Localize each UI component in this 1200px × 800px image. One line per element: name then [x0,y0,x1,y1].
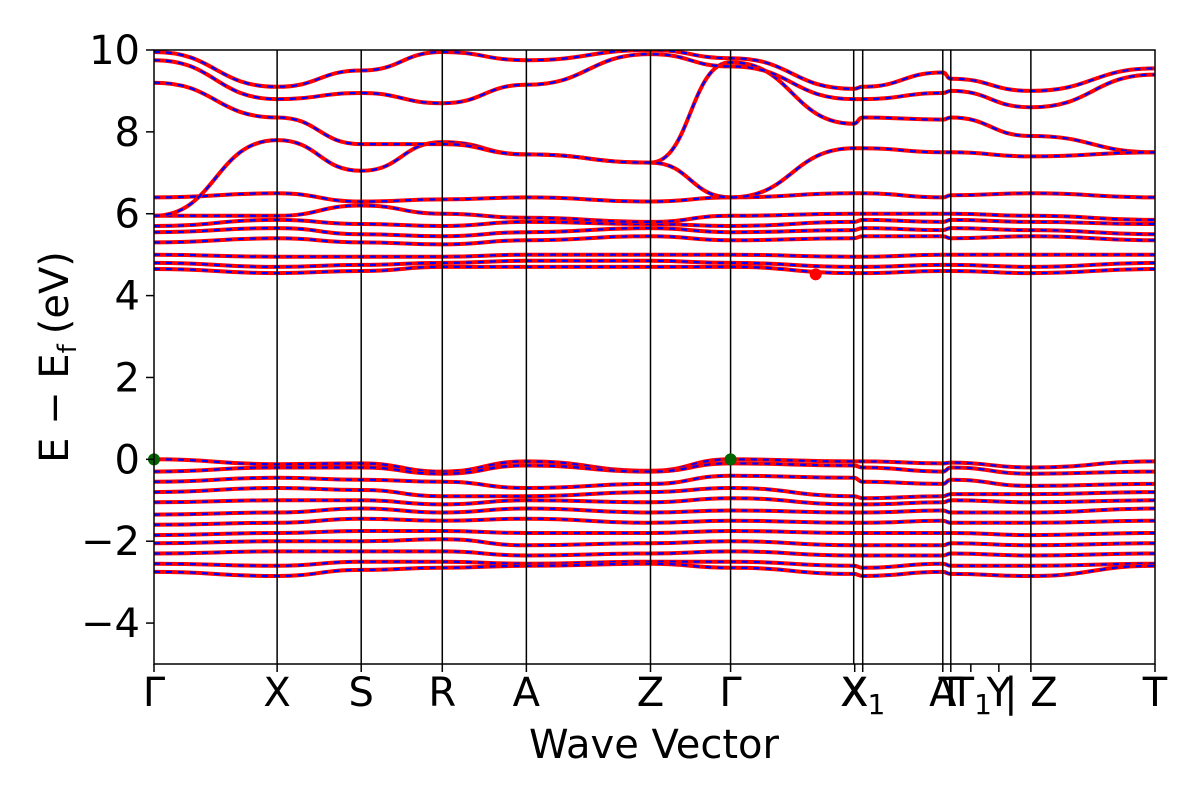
y-tick-label-2: 6 [115,192,140,238]
band-line-dashed-2 [154,474,1155,490]
plot-frame [153,49,1156,665]
x-tick-label-10: T [938,670,964,716]
band-line-22 [154,52,1155,110]
y-tick-label-6: −2 [81,519,140,565]
y-axis-title-unit: (eV) [32,251,78,334]
x-tick-label-11: T1 [949,670,992,721]
y-tick-label-4: 2 [115,355,140,401]
y-axis-title-sub: f [53,343,83,353]
x-axis-title: Wave Vector [529,722,780,768]
kpoint-lines [276,50,1032,664]
band-line-dashed-4 [154,497,1155,506]
band-line-21 [154,80,1155,200]
y-axis-ticks: 10 8 6 4 2 0 −2 −4 [81,28,154,647]
band-line-dashed-0 [154,458,1155,473]
band-line-dashed-21 [154,81,1155,199]
band-line-9 [154,549,1155,558]
x-tick-label-8: X1 [840,670,885,721]
band-line-dashed-16 [154,226,1155,238]
band-line-dashed-23 [154,50,1155,93]
y-tick-label-0: 10 [89,28,140,74]
band-line-dashed-18 [154,204,1155,224]
x-tick-label-2: S [349,670,374,716]
x-tick-label-6: Γ [719,670,742,716]
extrema-markers [148,268,822,466]
y-axis-title-main: E − E [32,353,78,463]
band-line-dashed-13 [154,259,1155,269]
x-tick-label-5: Z [637,670,664,716]
x-tick-label-13: | Z [1004,670,1058,716]
band-line-dashed-17 [154,218,1155,228]
band-line-6 [154,516,1155,527]
x-tick-label-3: R [428,670,456,716]
band-line-15 [154,234,1155,247]
band-line-12 [154,264,1155,276]
band-line-8 [154,537,1155,548]
extremum-marker-1 [724,453,737,466]
x-tick-label-12: Y [986,670,1012,716]
extremum-marker-2 [809,268,822,281]
x-tick-label-9: A [929,670,957,716]
y-axis-title: E − Ef (eV) [32,251,83,463]
x-tick-label-7: X [841,670,868,716]
band-line-14 [154,252,1155,259]
x-tick-label-4: A [513,670,541,716]
band-line-dashed-22 [154,52,1155,109]
band-line-2 [154,473,1155,491]
band-line-5 [154,506,1155,517]
x-tick-label-14: T [1142,670,1168,716]
y-tick-label-3: 4 [115,274,140,320]
y-tick-label-7: −4 [81,601,140,647]
band-line-7 [154,528,1155,538]
x-tick-label-1: X [263,670,290,716]
band-line-dashed-11 [154,562,1155,578]
y-tick-label-1: 8 [115,110,140,156]
band-line-dashed-1 [154,462,1155,475]
x-tick-label-0: Γ [143,670,166,716]
y-tick-label-5: 0 [115,437,140,483]
bands-layer [154,50,1155,579]
